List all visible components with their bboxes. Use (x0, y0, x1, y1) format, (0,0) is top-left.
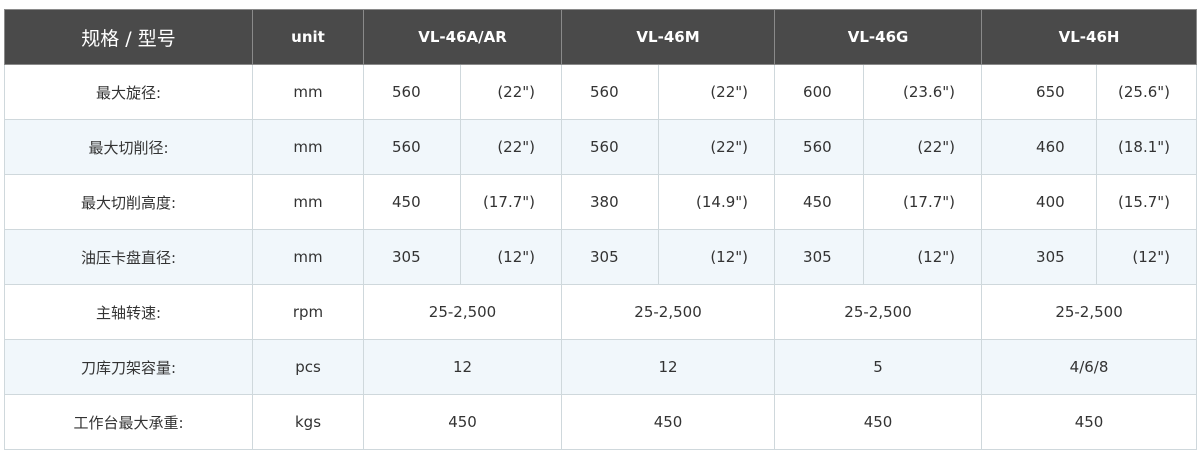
table-row: 最大切削径: mm 560 (22") 560 (22") 560 (22") … (4, 119, 1198, 175)
header-row: 规格 / 型号 unit VL-46A/AR VL-46M VL-46G VL-… (4, 9, 1198, 65)
table-row: 油压卡盘直径: mm 305 (12") 305 (12") 305 (12")… (4, 229, 1198, 285)
metric-value: 305 (981, 229, 1098, 285)
table-row: 最大旋径: mm 560 (22") 560 (22") 600 (23.6")… (4, 64, 1198, 120)
imperial-value: (12") (658, 229, 776, 285)
table-row: 主轴转速: rpm 25-2,500 25-2,500 25-2,500 25-… (4, 284, 1198, 340)
model-value: 4/6/8 (981, 339, 1198, 395)
metric-value: 600 (774, 64, 865, 120)
imperial-value: (25.6") (1096, 64, 1198, 120)
model-header-vl46a: VL-46A/AR (362, 9, 563, 65)
model-value: 450 (362, 394, 563, 450)
model-value: 450 (774, 394, 983, 450)
row-label: 刀库刀架容量: (4, 339, 253, 395)
imperial-value: (22") (459, 119, 563, 175)
model-header-vl46m: VL-46M (561, 9, 776, 65)
imperial-value: (22") (658, 119, 776, 175)
spec-table: 规格 / 型号 unit VL-46A/AR VL-46M VL-46G VL-… (4, 9, 1198, 450)
metric-value: 460 (981, 119, 1098, 175)
table-row: 最大切削高度: mm 450 (17.7") 380 (14.9") 450 (… (4, 174, 1198, 230)
model-value: 450 (561, 394, 776, 450)
metric-value: 380 (561, 174, 660, 230)
imperial-value: (22") (658, 64, 776, 120)
imperial-value: (22") (863, 119, 983, 175)
imperial-value: (12") (459, 229, 563, 285)
imperial-value: (12") (863, 229, 983, 285)
metric-value: 560 (561, 64, 660, 120)
imperial-value: (18.1") (1096, 119, 1198, 175)
imperial-value: (14.9") (658, 174, 776, 230)
metric-value: 560 (363, 119, 461, 175)
model-value: 25-2,500 (774, 284, 983, 340)
metric-value: 400 (981, 174, 1098, 230)
row-unit: mm (252, 119, 364, 175)
spec-model-header: 规格 / 型号 (4, 9, 253, 65)
metric-value: 305 (774, 229, 865, 285)
metric-value: 560 (363, 64, 461, 120)
metric-value: 650 (981, 64, 1098, 120)
metric-value: 305 (561, 229, 660, 285)
row-unit: rpm (252, 284, 364, 340)
metric-value: 450 (774, 174, 865, 230)
model-value: 25-2,500 (561, 284, 776, 340)
model-value: 12 (561, 339, 776, 395)
model-header-vl46g: VL-46G (774, 9, 983, 65)
imperial-value: (12") (1096, 229, 1198, 285)
imperial-value: (15.7") (1096, 174, 1198, 230)
metric-value: 305 (363, 229, 461, 285)
model-header-vl46h: VL-46H (981, 9, 1198, 65)
imperial-value: (23.6") (863, 64, 983, 120)
model-value: 450 (981, 394, 1198, 450)
row-unit: mm (252, 229, 364, 285)
row-label: 最大旋径: (4, 64, 253, 120)
row-label: 工作台最大承重: (4, 394, 253, 450)
metric-value: 560 (561, 119, 660, 175)
model-value: 25-2,500 (981, 284, 1198, 340)
table-row: 工作台最大承重: kgs 450 450 450 450 (4, 394, 1198, 450)
metric-value: 560 (774, 119, 865, 175)
row-label: 最大切削径: (4, 119, 253, 175)
row-label: 主轴转速: (4, 284, 253, 340)
model-value: 25-2,500 (362, 284, 563, 340)
row-unit: pcs (252, 339, 364, 395)
row-label: 油压卡盘直径: (4, 229, 253, 285)
metric-value: 450 (363, 174, 461, 230)
row-unit: mm (252, 64, 364, 120)
row-unit: mm (252, 174, 364, 230)
unit-header: unit (252, 9, 364, 65)
imperial-value: (17.7") (863, 174, 983, 230)
model-value: 12 (362, 339, 563, 395)
table-row: 刀库刀架容量: pcs 12 12 5 4/6/8 (4, 339, 1198, 395)
row-label: 最大切削高度: (4, 174, 253, 230)
model-value: 5 (774, 339, 983, 395)
row-unit: kgs (252, 394, 364, 450)
imperial-value: (17.7") (459, 174, 563, 230)
imperial-value: (22") (459, 64, 563, 120)
